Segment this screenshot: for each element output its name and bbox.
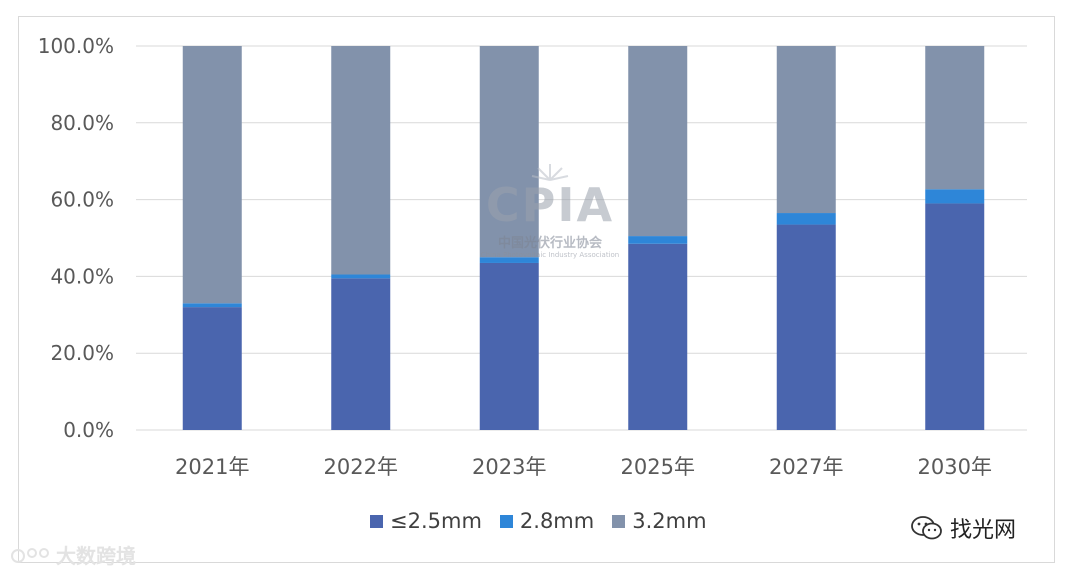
legend-item-3-2mm: 3.2mm [612,509,707,533]
legend-label-2-5mm: ≤2.5mm [390,509,482,533]
bar-segment-2-2 [479,46,539,258]
logo-icon [11,547,49,563]
legend-swatch-3-2mm [612,514,626,528]
x-tick-label: 2027年 [769,455,843,479]
bar-segment-1-0 [182,303,242,308]
bar-segment-1-3 [628,236,688,244]
bar-segment-1-2 [479,257,539,263]
bar-segment-0-3 [628,243,688,430]
legend-item-2-8mm: 2.8mm [499,509,595,533]
x-tick-labels: 2021年 2022年 2023年 2025年 2027年 2030年 [175,455,992,479]
y-tick-label: 20.0% [50,341,114,365]
bar-segment-1-1 [331,274,391,279]
bottom-right-watermark: 找光网 [910,512,1016,544]
bar-segment-0-2 [479,262,539,430]
bar-segment-1-5 [925,189,985,204]
y-tick-label: 80.0% [50,111,114,135]
bar-segment-2-5 [925,46,985,190]
y-tick-labels: 0.0% 20.0% 40.0% 60.0% 80.0% 100.0% [38,34,114,442]
bar-segment-2-3 [628,46,688,237]
cpia-watermark: CPIA 中国光伏行业协会 China Photovoltaic Industr… [470,160,630,275]
x-tick-label: 2021年 [175,455,249,479]
legend-swatch-2-8mm [499,514,513,528]
y-tick-label: 40.0% [50,264,114,288]
x-tick-label: 2023年 [472,455,546,479]
legend: ≤2.5mm 2.8mm 3.2mm [370,509,707,533]
wechat-icon [911,516,942,540]
legend-label-3-2mm: 3.2mm [632,509,707,533]
bar-segment-1-4 [776,213,836,225]
bar-segment-0-5 [925,203,985,430]
cpia-chinese-name: 中国光伏行业协会 [497,236,602,251]
y-tick-label: 60.0% [50,188,114,212]
bar-segment-0-4 [776,224,836,430]
legend-swatch-2-5mm [370,514,383,528]
bar-segment-2-1 [331,46,391,275]
legend-label-2-8mm: 2.8mm [519,509,595,533]
x-tick-label: 2022年 [324,455,398,479]
bar-segment-2-0 [182,46,242,304]
sun-icon [531,164,569,181]
bar-segment-2-4 [776,46,836,214]
bars [182,46,985,430]
legend-item-2-5mm: ≤2.5mm [370,509,482,533]
bottom-right-watermark-text: 找光网 [950,518,1017,543]
x-tick-label: 2030年 [918,455,992,479]
grid-lines [136,45,1027,431]
bottom-left-watermark-text: 大数跨境 [56,544,136,568]
cpia-logo-text: CPIA [485,178,615,232]
y-tick-label: 100.0% [38,34,114,58]
cpia-english-name: China Photovoltaic Industry Association [480,251,620,259]
bottom-left-watermark: 大数跨境 [10,540,136,569]
x-tick-label: 2025年 [621,455,695,479]
bar-segment-0-1 [331,278,391,430]
y-tick-label: 0.0% [63,418,114,442]
bar-segment-0-0 [182,307,242,430]
